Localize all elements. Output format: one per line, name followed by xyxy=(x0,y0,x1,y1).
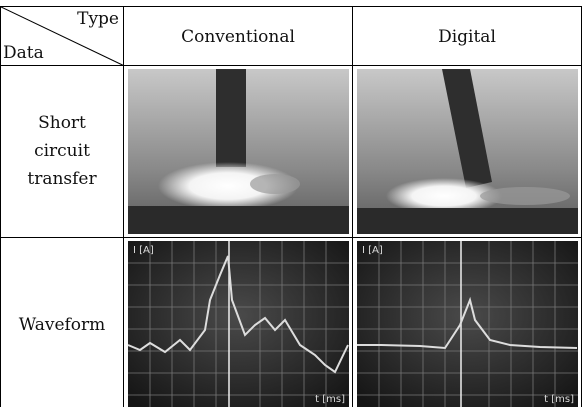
column-header: Conventional xyxy=(181,27,295,47)
axis-label: t [ms] xyxy=(544,394,574,405)
axis-label: I [A] xyxy=(362,245,383,256)
arc-photo xyxy=(128,69,349,234)
column-header: Digital xyxy=(438,27,496,47)
row-label: Short xyxy=(38,113,86,133)
axis-label: I [A] xyxy=(133,245,154,256)
row-label: transfer xyxy=(27,169,97,189)
axis-label: t [ms] xyxy=(315,394,345,405)
corner-column-header: Type xyxy=(77,9,119,29)
oscilloscope: I [A] t [ms] xyxy=(357,241,578,407)
oscilloscope: I [A] t [ms] xyxy=(128,241,349,407)
row-label: circuit xyxy=(34,141,90,161)
corner-row-header: Data xyxy=(3,43,44,63)
comparison-table: Type Data Conventional Digital Short cir… xyxy=(0,0,582,407)
arc-photo xyxy=(357,69,578,234)
row-label: Waveform xyxy=(19,315,106,335)
